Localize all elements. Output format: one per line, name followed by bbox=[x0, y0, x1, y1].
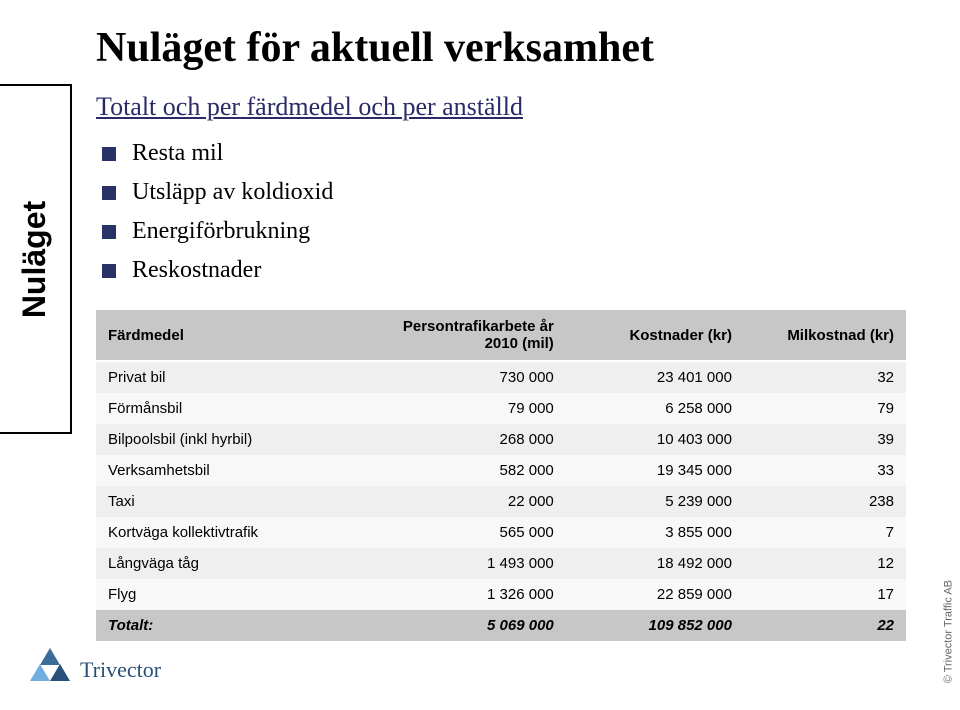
side-tab: Nuläget bbox=[0, 84, 72, 434]
bullet-icon bbox=[102, 225, 116, 239]
data-table: Färdmedel Persontrafikarbete år 2010 (mi… bbox=[96, 310, 906, 641]
cell: 3 855 000 bbox=[566, 517, 744, 548]
copyright-text: © Trivector Traffic AB bbox=[942, 580, 954, 683]
cell: Verksamhetsbil bbox=[96, 455, 371, 486]
cell: Långväga tåg bbox=[96, 548, 371, 579]
cell: 23 401 000 bbox=[566, 361, 744, 393]
cell: 565 000 bbox=[371, 517, 565, 548]
table-row: Förmånsbil 79 000 6 258 000 79 bbox=[96, 393, 906, 424]
cell: Privat bil bbox=[96, 361, 371, 393]
bullet-item: Energiförbrukning bbox=[96, 218, 920, 245]
cell: 18 492 000 bbox=[566, 548, 744, 579]
cell: 10 403 000 bbox=[566, 424, 744, 455]
bullet-icon bbox=[102, 186, 116, 200]
slide: Nuläget Nuläget för aktuell verksamhet T… bbox=[0, 0, 960, 710]
cell: 79 bbox=[744, 393, 906, 424]
side-tab-label: Nuläget bbox=[17, 200, 54, 317]
cell: 32 bbox=[744, 361, 906, 393]
table-header-row: Färdmedel Persontrafikarbete år 2010 (mi… bbox=[96, 310, 906, 361]
cell: 1 326 000 bbox=[371, 579, 565, 610]
cell: Totalt: bbox=[96, 610, 371, 641]
bullet-item: Reskostnader bbox=[96, 257, 920, 284]
table-row: Bilpoolsbil (inkl hyrbil) 268 000 10 403… bbox=[96, 424, 906, 455]
cell: 19 345 000 bbox=[566, 455, 744, 486]
cell: 79 000 bbox=[371, 393, 565, 424]
bullet-text: Energiförbrukning bbox=[132, 218, 310, 245]
cell: 7 bbox=[744, 517, 906, 548]
table-row: Flyg 1 326 000 22 859 000 17 bbox=[96, 579, 906, 610]
cell: Kortväga kollektivtrafik bbox=[96, 517, 371, 548]
cell: Flyg bbox=[96, 579, 371, 610]
bullet-item: Resta mil bbox=[96, 140, 920, 167]
col-header: Färdmedel bbox=[96, 310, 371, 361]
cell: Taxi bbox=[96, 486, 371, 517]
table-row: Privat bil 730 000 23 401 000 32 bbox=[96, 361, 906, 393]
cell: 1 493 000 bbox=[371, 548, 565, 579]
bullet-icon bbox=[102, 264, 116, 278]
cell: 12 bbox=[744, 548, 906, 579]
cell: 582 000 bbox=[371, 455, 565, 486]
bullet-icon bbox=[102, 147, 116, 161]
bullet-list: Resta mil Utsläpp av koldioxid Energiför… bbox=[96, 140, 920, 284]
table-row: Långväga tåg 1 493 000 18 492 000 12 bbox=[96, 548, 906, 579]
table-total-row: Totalt: 5 069 000 109 852 000 22 bbox=[96, 610, 906, 641]
cell: Bilpoolsbil (inkl hyrbil) bbox=[96, 424, 371, 455]
cell: Förmånsbil bbox=[96, 393, 371, 424]
cell: 238 bbox=[744, 486, 906, 517]
logo-text: Trivector bbox=[80, 657, 161, 683]
logo-mark-icon bbox=[28, 648, 72, 692]
bullet-text: Reskostnader bbox=[132, 257, 261, 284]
col-header: Milkostnad (kr) bbox=[744, 310, 906, 361]
table-row: Verksamhetsbil 582 000 19 345 000 33 bbox=[96, 455, 906, 486]
bullet-text: Utsläpp av koldioxid bbox=[132, 179, 333, 206]
logo: Trivector bbox=[28, 648, 161, 692]
cell: 39 bbox=[744, 424, 906, 455]
cell: 5 239 000 bbox=[566, 486, 744, 517]
cell: 22 859 000 bbox=[566, 579, 744, 610]
page-title: Nuläget för aktuell verksamhet bbox=[96, 24, 920, 72]
cell: 268 000 bbox=[371, 424, 565, 455]
cell: 5 069 000 bbox=[371, 610, 565, 641]
col-header: Persontrafikarbete år 2010 (mil) bbox=[371, 310, 565, 361]
col-header: Kostnader (kr) bbox=[566, 310, 744, 361]
cell: 22 bbox=[744, 610, 906, 641]
bullet-text: Resta mil bbox=[132, 140, 223, 167]
cell: 6 258 000 bbox=[566, 393, 744, 424]
bullet-item: Utsläpp av koldioxid bbox=[96, 179, 920, 206]
table-row: Taxi 22 000 5 239 000 238 bbox=[96, 486, 906, 517]
cell: 109 852 000 bbox=[566, 610, 744, 641]
cell: 22 000 bbox=[371, 486, 565, 517]
table-row: Kortväga kollektivtrafik 565 000 3 855 0… bbox=[96, 517, 906, 548]
subtitle: Totalt och per färdmedel och per anställ… bbox=[96, 92, 920, 122]
cell: 17 bbox=[744, 579, 906, 610]
cell: 33 bbox=[744, 455, 906, 486]
cell: 730 000 bbox=[371, 361, 565, 393]
